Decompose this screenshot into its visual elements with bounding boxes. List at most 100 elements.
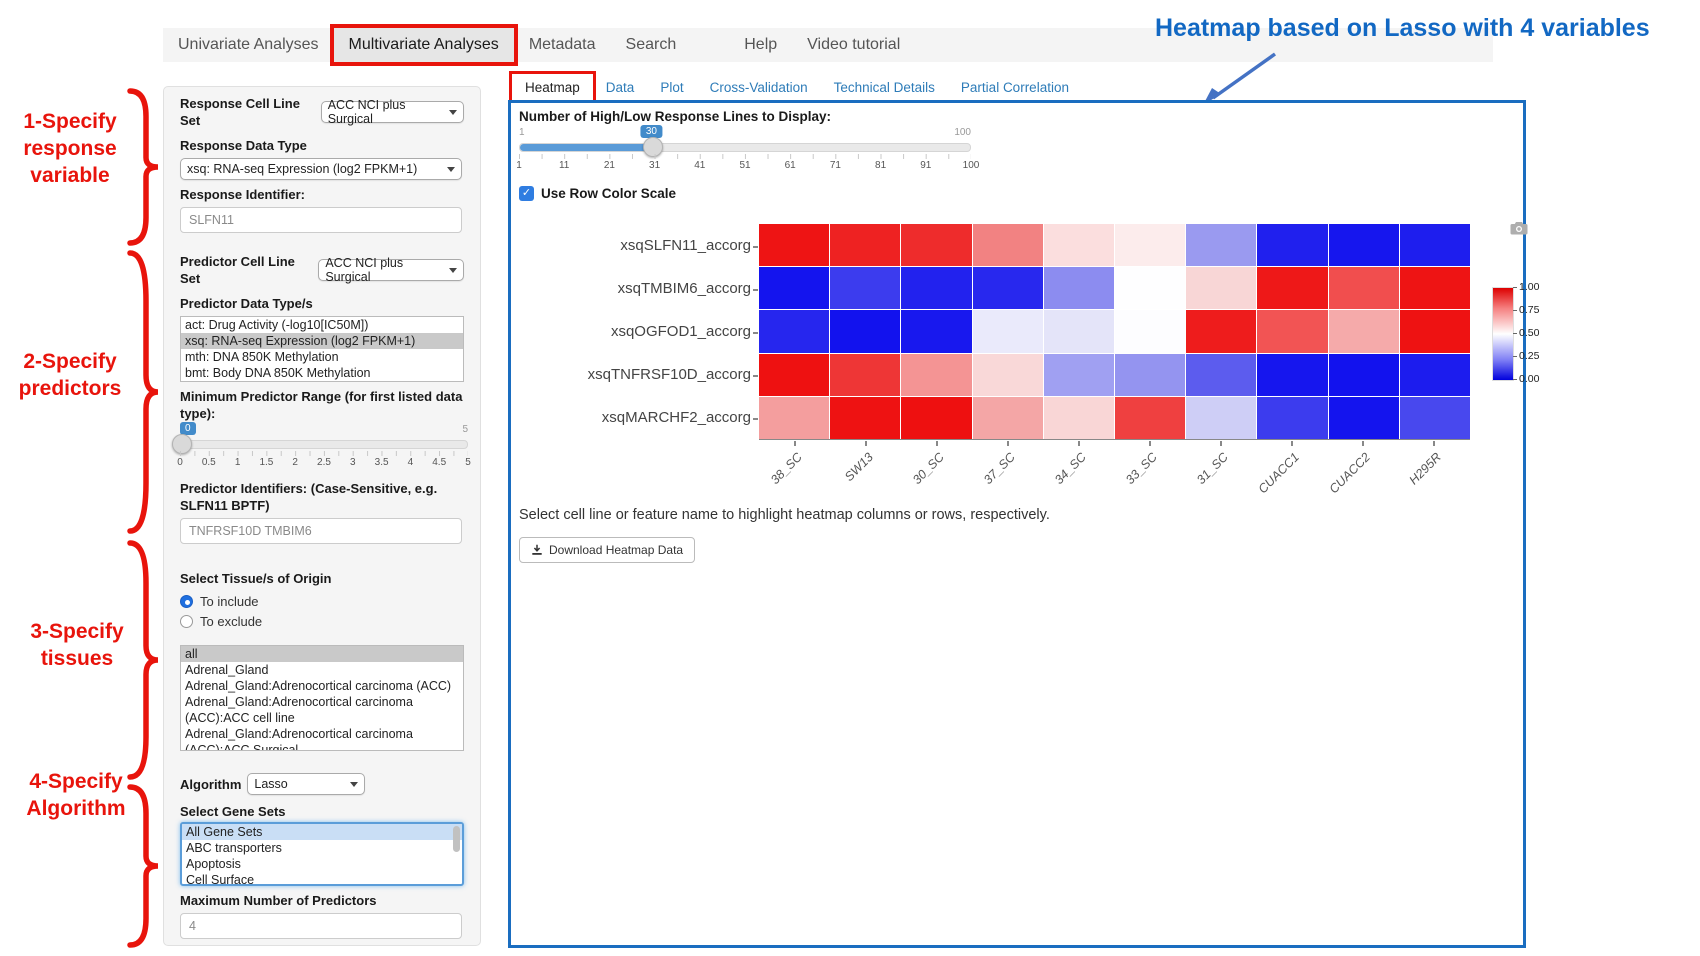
heatmap-cell-xsqMARCHF2_accorg-H295R[interactable] bbox=[1399, 396, 1470, 439]
heatmap-cell-xsqOGFOD1_accorg-37_SC[interactable] bbox=[972, 310, 1043, 353]
row-color-scale-row[interactable]: ✓ Use Row Color Scale bbox=[519, 186, 676, 201]
heatmap-cell-xsqSLFN11_accorg-30_SC[interactable] bbox=[901, 224, 972, 267]
heatmap-row-label-xsqogfod1-accorg[interactable]: xsqOGFOD1_accorg bbox=[610, 323, 751, 340]
list-option-mth-dna-850k-methylation[interactable]: mth: DNA 850K Methylation bbox=[185, 350, 339, 364]
heatmap-cell-xsqTNFRSF10D_accorg-CUACC1[interactable] bbox=[1257, 353, 1328, 396]
heatmap-cell-xsqTNFRSF10D_accorg-CUACC2[interactable] bbox=[1328, 353, 1399, 396]
camera-icon[interactable] bbox=[1510, 221, 1528, 240]
heatmap-cell-xsqTNFRSF10D_accorg-34_SC[interactable] bbox=[1043, 353, 1114, 396]
heatmap-cell-xsqTMBIM6_accorg-CUACC2[interactable] bbox=[1328, 267, 1399, 310]
heatmap-cell-xsqSLFN11_accorg-31_SC[interactable] bbox=[1186, 224, 1257, 267]
heatmap-cell-xsqTMBIM6_accorg-33_SC[interactable] bbox=[1114, 267, 1186, 310]
tab-partial-correlation[interactable]: Partial Correlation bbox=[960, 79, 1069, 95]
heatmap-cell-xsqTMBIM6_accorg-SW13[interactable] bbox=[830, 267, 901, 310]
nav-item-help[interactable]: Help bbox=[744, 36, 778, 53]
heatmap-cell-xsqOGFOD1_accorg-33_SC[interactable] bbox=[1114, 310, 1186, 353]
heatmap-cell-xsqSLFN11_accorg-CUACC2[interactable] bbox=[1328, 224, 1399, 267]
heatmap-cell-xsqTMBIM6_accorg-31_SC[interactable] bbox=[1186, 267, 1257, 310]
list-option-adrenal-gland-adrenocortical-carcinoma-a[interactable]: Adrenal_Gland:Adrenocortical carcinoma (… bbox=[185, 695, 413, 725]
scrollbar-thumb[interactable] bbox=[453, 826, 460, 852]
tab-cross-validation[interactable]: Cross-Validation bbox=[709, 79, 808, 95]
heatmap-column-label-h295r[interactable]: H295R bbox=[1406, 450, 1445, 488]
tissue-exclude-radio-row[interactable]: To exclude bbox=[180, 613, 464, 629]
heatmap-row-label-xsqslfn11-accorg[interactable]: xsqSLFN11_accorg bbox=[620, 237, 751, 254]
tissue-listbox[interactable]: all Adrenal_Gland Adrenal_Gland:Adrenocort… bbox=[180, 645, 464, 751]
heatmap-cell-xsqTMBIM6_accorg-37_SC[interactable] bbox=[972, 267, 1043, 310]
list-option-adrenal-gland-adrenocortical-carcinoma-a[interactable]: Adrenal_Gland:Adrenocortical carcinoma (… bbox=[185, 679, 452, 693]
tab-data[interactable]: Data bbox=[605, 79, 635, 95]
heatmap-cell-xsqOGFOD1_accorg-30_SC[interactable] bbox=[901, 310, 972, 353]
heatmap-cell-xsqSLFN11_accorg-CUACC1[interactable] bbox=[1257, 224, 1328, 267]
heatmap-cell-xsqTNFRSF10D_accorg-SW13[interactable] bbox=[830, 353, 901, 396]
list-option-abc-transporters[interactable]: ABC transporters bbox=[186, 841, 282, 855]
heatmap-cell-xsqTNFRSF10D_accorg-37_SC[interactable] bbox=[972, 353, 1043, 396]
nav-item-univariate-analyses[interactable]: Univariate Analyses bbox=[178, 36, 319, 53]
list-option-apoptosis[interactable]: Apoptosis bbox=[186, 857, 241, 871]
heatmap-cell-xsqMARCHF2_accorg-30_SC[interactable] bbox=[901, 396, 972, 439]
heatmap-row-label-xsqtmbim6-accorg[interactable]: xsqTMBIM6_accorg bbox=[617, 280, 751, 297]
nav-item-multivariate-analyses[interactable]: Multivariate Analyses bbox=[333, 28, 514, 62]
min-predictor-range-slider[interactable]: 0 5 0 0.5 1 1.5 2 2.5 3 3.5 4 4.5 5 bbox=[172, 422, 471, 474]
heatmap-cell-xsqMARCHF2_accorg-SW13[interactable] bbox=[830, 396, 901, 439]
list-option-all[interactable]: all bbox=[181, 646, 463, 662]
heatmap-cell-xsqMARCHF2_accorg-33_SC[interactable] bbox=[1114, 396, 1186, 439]
response-data-type-select[interactable]: xsq: RNA-seq Expression (log2 FPKM+1) bbox=[180, 158, 462, 180]
heatmap-cell-xsqTMBIM6_accorg-34_SC[interactable] bbox=[1043, 267, 1114, 310]
response-cell-line-set-select[interactable]: ACC NCI plus Surgical bbox=[320, 98, 464, 126]
heatmap-cell-xsqMARCHF2_accorg-31_SC[interactable] bbox=[1186, 396, 1257, 439]
list-option-all-gene-sets[interactable]: All Gene Sets bbox=[182, 824, 462, 840]
heatmap-cell-xsqOGFOD1_accorg-38_SC[interactable] bbox=[759, 310, 830, 353]
heatmap-cell-xsqSLFN11_accorg-34_SC[interactable] bbox=[1043, 224, 1114, 267]
heatmap-cell-xsqSLFN11_accorg-H295R[interactable] bbox=[1399, 224, 1470, 267]
heatmap-cell-xsqTMBIM6_accorg-38_SC[interactable] bbox=[759, 267, 830, 310]
heatmap-cell-xsqTNFRSF10D_accorg-38_SC[interactable] bbox=[759, 353, 830, 396]
heatmap-cell-xsqTNFRSF10D_accorg-H295R[interactable] bbox=[1399, 353, 1470, 396]
heatmap-cell-xsqMARCHF2_accorg-CUACC1[interactable] bbox=[1257, 396, 1328, 439]
predictor-identifiers-input[interactable] bbox=[180, 518, 462, 544]
response-identifier-input[interactable] bbox=[180, 207, 462, 233]
heatmap-cell-xsqOGFOD1_accorg-34_SC[interactable] bbox=[1043, 310, 1114, 353]
tissue-include-radio-row[interactable]: To include bbox=[180, 593, 464, 609]
max-predictors-input[interactable] bbox=[180, 913, 462, 939]
gene-sets-listbox[interactable]: All Gene Sets ABC transporters Apoptosis Ce… bbox=[180, 822, 464, 886]
checkbox-checked-icon[interactable]: ✓ bbox=[519, 186, 534, 201]
heatmap-row-label-xsqtnfrsf10d-accorg[interactable]: xsqTNFRSF10D_accorg bbox=[587, 366, 751, 383]
heatmap-cell-xsqMARCHF2_accorg-38_SC[interactable] bbox=[759, 396, 830, 439]
list-option-act-drug-activity-log10-ic50m[interactable]: act: Drug Activity (-log10[IC50M]) bbox=[185, 318, 369, 332]
heatmap-cell-xsqSLFN11_accorg-SW13[interactable] bbox=[830, 224, 901, 267]
slider-track[interactable] bbox=[172, 434, 468, 454]
heatmap-cell-xsqMARCHF2_accorg-CUACC2[interactable] bbox=[1328, 396, 1399, 439]
nav-item-search[interactable]: Search bbox=[625, 36, 677, 53]
heatmap-row-label-xsqmarchf2-accorg[interactable]: xsqMARCHF2_accorg bbox=[601, 409, 751, 426]
heatmap-cell-xsqSLFN11_accorg-38_SC[interactable] bbox=[759, 224, 830, 267]
radio-selected-icon[interactable] bbox=[180, 594, 193, 608]
list-option-bmt-body-dna-850k-methylation[interactable]: bmt: Body DNA 850K Methylation bbox=[185, 366, 371, 380]
heatmap-cell-xsqOGFOD1_accorg-31_SC[interactable] bbox=[1186, 310, 1257, 353]
predictor-data-types-listbox[interactable]: act: Drug Activity (-log10[IC50M]) xsq: R… bbox=[180, 316, 464, 382]
heatmap-cell-xsqTMBIM6_accorg-30_SC[interactable] bbox=[901, 267, 972, 310]
heatmap-cell-xsqTMBIM6_accorg-H295R[interactable] bbox=[1399, 267, 1470, 310]
list-option-xsq-rna-seq-expression-log2-fpkm-1[interactable]: xsq: RNA-seq Expression (log2 FPKM+1) bbox=[181, 333, 463, 349]
tab-heatmap[interactable]: Heatmap bbox=[512, 73, 593, 101]
slider-track[interactable] bbox=[519, 137, 971, 157]
nav-item-video-tutorial[interactable]: Video tutorial bbox=[807, 36, 901, 53]
heatmap-cell-xsqTNFRSF10D_accorg-30_SC[interactable] bbox=[901, 353, 972, 396]
heatmap-cell-xsqTNFRSF10D_accorg-33_SC[interactable] bbox=[1114, 353, 1186, 396]
heatmap-cell-xsqTNFRSF10D_accorg-31_SC[interactable] bbox=[1186, 353, 1257, 396]
heatmap-cell-xsqSLFN11_accorg-33_SC[interactable] bbox=[1114, 224, 1186, 267]
predictor-cell-line-set-select[interactable]: ACC NCI plus Surgical bbox=[318, 256, 464, 284]
heatmap-cell-xsqOGFOD1_accorg-CUACC2[interactable] bbox=[1328, 310, 1399, 353]
list-option-adrenal-gland[interactable]: Adrenal_Gland bbox=[185, 663, 269, 677]
tab-technical-details[interactable]: Technical Details bbox=[833, 79, 935, 95]
list-option-cell-surface[interactable]: Cell Surface bbox=[186, 873, 255, 886]
heatmap-cell-xsqTMBIM6_accorg-CUACC1[interactable] bbox=[1257, 267, 1328, 310]
response-lines-slider[interactable]: 1 100 30 1 11 21 31 41 51 61 71 81 91 100 bbox=[516, 125, 979, 177]
heatmap-cell-xsqOGFOD1_accorg-CUACC1[interactable] bbox=[1257, 310, 1328, 353]
heatmap-cell-xsqMARCHF2_accorg-37_SC[interactable] bbox=[972, 396, 1043, 439]
download-heatmap-data-button[interactable]: Download Heatmap Data bbox=[519, 537, 696, 563]
heatmap-cell-xsqSLFN11_accorg-37_SC[interactable] bbox=[972, 224, 1043, 267]
radio-unselected-icon[interactable] bbox=[180, 614, 193, 628]
nav-item-metadata[interactable]: Metadata bbox=[528, 36, 596, 53]
heatmap-cell-xsqOGFOD1_accorg-H295R[interactable] bbox=[1399, 310, 1470, 353]
heatmap-cell-xsqOGFOD1_accorg-SW13[interactable] bbox=[830, 310, 901, 353]
